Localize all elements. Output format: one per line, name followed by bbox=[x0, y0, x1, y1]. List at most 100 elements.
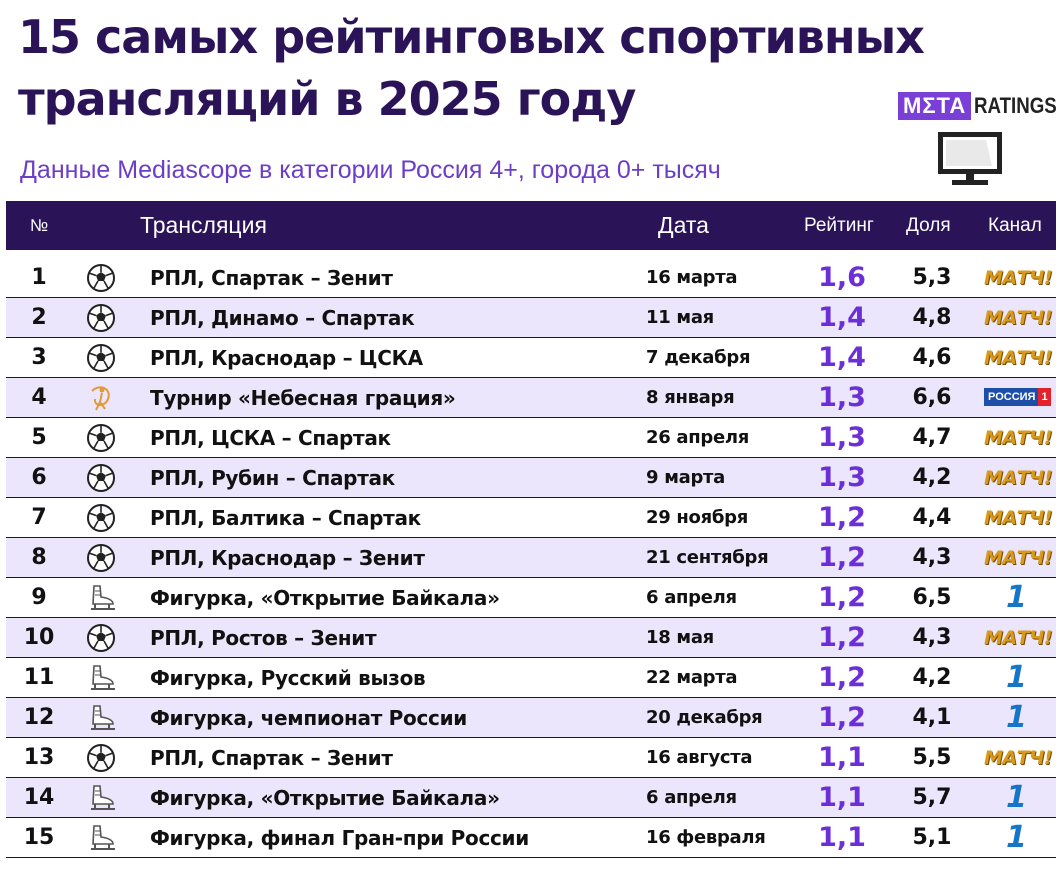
broadcast-title: Фигурка, «Открытие Байкала» bbox=[150, 786, 500, 810]
row-number: 5 bbox=[31, 425, 47, 450]
share-value: 5,7 bbox=[912, 785, 952, 810]
channel-cell: 1 bbox=[978, 780, 1054, 815]
channel-cell: 1 bbox=[978, 660, 1054, 695]
skate-icon bbox=[86, 583, 120, 613]
rating-value: 1,2 bbox=[818, 502, 866, 533]
broadcast-date: 6 апреля bbox=[646, 787, 737, 808]
share-value: 4,3 bbox=[912, 625, 952, 650]
broadcast-date: 18 мая bbox=[646, 627, 714, 648]
broadcast-date: 29 ноября bbox=[646, 507, 748, 528]
channel-cell: МАТЧ! bbox=[978, 504, 1054, 532]
ratings-table-body: 1 РПЛ, Спартак – Зенит 16 марта 1,6 5,3 МАТЧ!… bbox=[6, 258, 1056, 858]
football-icon bbox=[86, 263, 120, 293]
row-number: 12 bbox=[23, 705, 55, 730]
broadcast-date: 7 декабря bbox=[646, 347, 751, 368]
broadcast-title: РПЛ, Краснодар – Зенит bbox=[150, 546, 425, 570]
football-icon bbox=[86, 423, 120, 453]
broadcast-date: 22 марта bbox=[646, 667, 738, 688]
col-date: Дата bbox=[658, 212, 709, 238]
title-line-2: трансляций в 2025 году bbox=[18, 72, 636, 126]
col-rating: Рейтинг bbox=[804, 215, 874, 236]
match-tv-logo: МАТЧ! bbox=[984, 547, 1053, 569]
match-tv-logo: МАТЧ! bbox=[984, 467, 1053, 489]
table-row: 15 Фигурка, финал Гран-при России 16 февра… bbox=[6, 818, 1056, 858]
share-value: 4,8 bbox=[912, 305, 952, 330]
rating-value: 1,2 bbox=[818, 622, 866, 653]
channel-cell: МАТЧ! bbox=[978, 344, 1054, 372]
table-row: 5 РПЛ, ЦСКА – Спартак 26 апреля 1,3 4,7 МАТЧ! bbox=[6, 418, 1056, 458]
football-icon bbox=[86, 463, 120, 493]
share-value: 4,7 bbox=[912, 425, 952, 450]
page-title: 15 самых рейтинговых спортивных трансляц… bbox=[18, 6, 925, 130]
gymnastics-icon bbox=[86, 383, 120, 413]
row-number: 4 bbox=[31, 385, 47, 410]
match-tv-logo: МАТЧ! bbox=[984, 427, 1053, 449]
broadcast-date: 11 мая bbox=[646, 307, 714, 328]
share-value: 4,2 bbox=[912, 665, 952, 690]
broadcast-date: 16 августа bbox=[646, 747, 753, 768]
channel-cell: 1 bbox=[978, 823, 1054, 853]
table-row: 14 Фигурка, «Открытие Байкала» 6 апреля 1,1… bbox=[6, 778, 1056, 818]
table-row: 6 РПЛ, Рубин – Спартак 9 марта 1,3 4,2 МАТЧ! bbox=[6, 458, 1056, 498]
broadcast-title: Турнир «Небесная грация» bbox=[150, 386, 456, 410]
share-value: 4,3 bbox=[912, 545, 952, 570]
broadcast-title: РПЛ, Краснодар – ЦСКА bbox=[150, 346, 423, 370]
row-number: 15 bbox=[23, 825, 55, 850]
broadcast-title: Фигурка, финал Гран-при России bbox=[150, 826, 529, 850]
share-value: 5,3 bbox=[912, 265, 952, 290]
broadcast-title: РПЛ, Балтика – Спартак bbox=[150, 506, 421, 530]
col-share: Доля bbox=[906, 215, 951, 236]
row-number: 14 bbox=[23, 785, 55, 810]
tv-icon bbox=[938, 132, 1002, 185]
page-subtitle: Данные Mediascope в категории Россия 4+,… bbox=[20, 156, 721, 184]
table-row: 3 РПЛ, Краснодар – ЦСКА 7 декабря 1,4 4,6 МАТ… bbox=[6, 338, 1056, 378]
meta-ratings-logo: MΣTA RATINGS bbox=[898, 92, 1062, 120]
match-tv-logo: МАТЧ! bbox=[984, 747, 1053, 769]
broadcast-title: РПЛ, Спартак – Зенит bbox=[150, 746, 393, 770]
skate-icon bbox=[86, 823, 120, 853]
broadcast-title: Фигурка, Русский вызов bbox=[150, 666, 426, 690]
rating-value: 1,3 bbox=[818, 382, 866, 413]
rating-value: 1,2 bbox=[818, 702, 866, 733]
rating-value: 1,4 bbox=[818, 342, 866, 373]
match-tv-logo: МАТЧ! bbox=[984, 307, 1053, 329]
broadcast-date: 8 января bbox=[646, 387, 735, 408]
table-row: 8 РПЛ, Краснодар – Зенит 21 сентября 1,2 4,3… bbox=[6, 538, 1056, 578]
row-number: 3 bbox=[31, 345, 47, 370]
broadcast-title: РПЛ, Рубин – Спартак bbox=[150, 466, 395, 490]
skate-icon bbox=[86, 663, 120, 693]
rating-value: 1,1 bbox=[818, 742, 866, 773]
rating-value: 1,1 bbox=[818, 822, 866, 853]
broadcast-title: Фигурка, чемпионат России bbox=[150, 706, 468, 730]
rating-value: 1,4 bbox=[818, 302, 866, 333]
channel-cell: МАТЧ! bbox=[978, 744, 1054, 772]
broadcast-title: РПЛ, Спартак – Зенит bbox=[150, 266, 393, 290]
first-channel-logo: 1 bbox=[1006, 660, 1027, 695]
channel-cell: МАТЧ! bbox=[978, 264, 1054, 292]
rating-value: 1,3 bbox=[818, 462, 866, 493]
share-value: 4,6 bbox=[912, 345, 952, 370]
channel-cell: РОССИЯ 1 bbox=[978, 384, 1054, 412]
skate-icon bbox=[86, 703, 120, 733]
broadcast-date: 21 сентября bbox=[646, 547, 769, 568]
football-icon bbox=[86, 503, 120, 533]
broadcast-title: РПЛ, Динамо – Спартак bbox=[150, 306, 415, 330]
broadcast-title: Фигурка, «Открытие Байкала» bbox=[150, 586, 500, 610]
rating-value: 1,2 bbox=[818, 662, 866, 693]
match-tv-logo: МАТЧ! bbox=[984, 347, 1053, 369]
table-row: 2 РПЛ, Динамо – Спартак 11 мая 1,4 4,8 МАТЧ! bbox=[6, 298, 1056, 338]
football-icon bbox=[86, 343, 120, 373]
match-tv-logo: МАТЧ! bbox=[984, 267, 1053, 289]
broadcast-date: 9 марта bbox=[646, 467, 726, 488]
row-number: 9 bbox=[31, 585, 47, 610]
share-value: 5,1 bbox=[912, 825, 952, 850]
table-row: 13 РПЛ, Спартак – Зенит 16 августа 1,1 5,5 МА… bbox=[6, 738, 1056, 778]
brand-box: MΣTA bbox=[898, 92, 972, 120]
football-icon bbox=[86, 543, 120, 573]
table-row: 1 РПЛ, Спартак – Зенит 16 марта 1,6 5,3 МАТЧ! bbox=[6, 258, 1056, 298]
col-num: № bbox=[30, 216, 49, 235]
broadcast-title: РПЛ, ЦСКА – Спартак bbox=[150, 426, 391, 450]
first-channel-logo: 1 bbox=[1006, 700, 1027, 735]
first-channel-logo: 1 bbox=[1006, 780, 1027, 815]
first-channel-logo: 1 bbox=[1006, 580, 1027, 615]
